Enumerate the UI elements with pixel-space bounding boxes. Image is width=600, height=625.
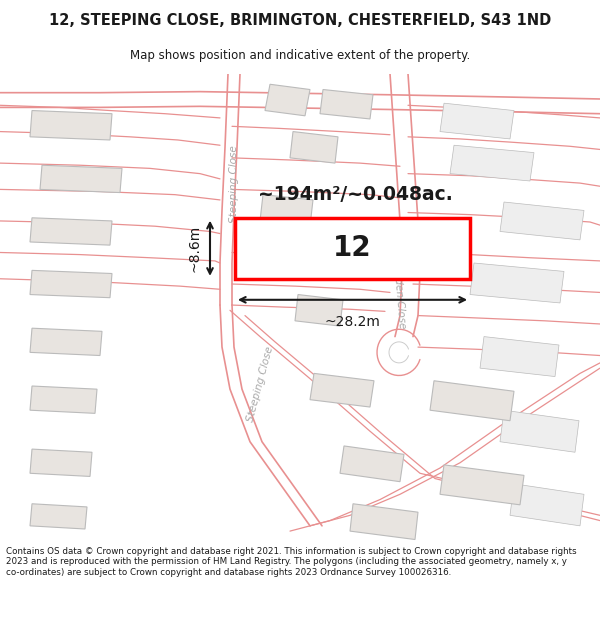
Polygon shape (320, 89, 373, 119)
Polygon shape (40, 165, 122, 192)
Polygon shape (500, 202, 584, 240)
Text: ~8.6m: ~8.6m (188, 224, 202, 272)
Text: Steeping Close: Steeping Close (229, 145, 239, 223)
Text: Map shows position and indicative extent of the property.: Map shows position and indicative extent… (130, 49, 470, 62)
Polygon shape (430, 381, 514, 421)
Polygon shape (440, 465, 524, 505)
Polygon shape (30, 271, 112, 298)
Polygon shape (295, 294, 343, 326)
Text: 12: 12 (333, 234, 372, 262)
Polygon shape (340, 446, 404, 482)
Polygon shape (500, 410, 579, 452)
Polygon shape (30, 328, 102, 356)
Text: Steeping Close: Steeping Close (245, 345, 275, 423)
Polygon shape (260, 194, 313, 226)
Polygon shape (30, 217, 112, 245)
Polygon shape (30, 386, 97, 413)
Text: 12, STEEPING CLOSE, BRIMINGTON, CHESTERFIELD, S43 1ND: 12, STEEPING CLOSE, BRIMINGTON, CHESTERF… (49, 13, 551, 28)
Polygon shape (30, 111, 112, 140)
Polygon shape (290, 132, 338, 163)
Polygon shape (280, 242, 328, 274)
Text: Contains OS data © Crown copyright and database right 2021. This information is : Contains OS data © Crown copyright and d… (6, 547, 577, 577)
Polygon shape (350, 504, 418, 539)
Text: ~194m²/~0.048ac.: ~194m²/~0.048ac. (257, 185, 452, 204)
Polygon shape (30, 504, 87, 529)
Polygon shape (510, 484, 584, 526)
Text: ~28.2m: ~28.2m (325, 314, 380, 329)
Polygon shape (480, 337, 559, 376)
Polygon shape (265, 84, 310, 116)
Polygon shape (310, 373, 374, 407)
Polygon shape (450, 145, 534, 181)
Polygon shape (470, 263, 564, 303)
Text: Lydden Close: Lydden Close (391, 259, 407, 329)
Bar (235, 217, 470, 279)
Polygon shape (440, 103, 514, 139)
Polygon shape (30, 449, 92, 476)
